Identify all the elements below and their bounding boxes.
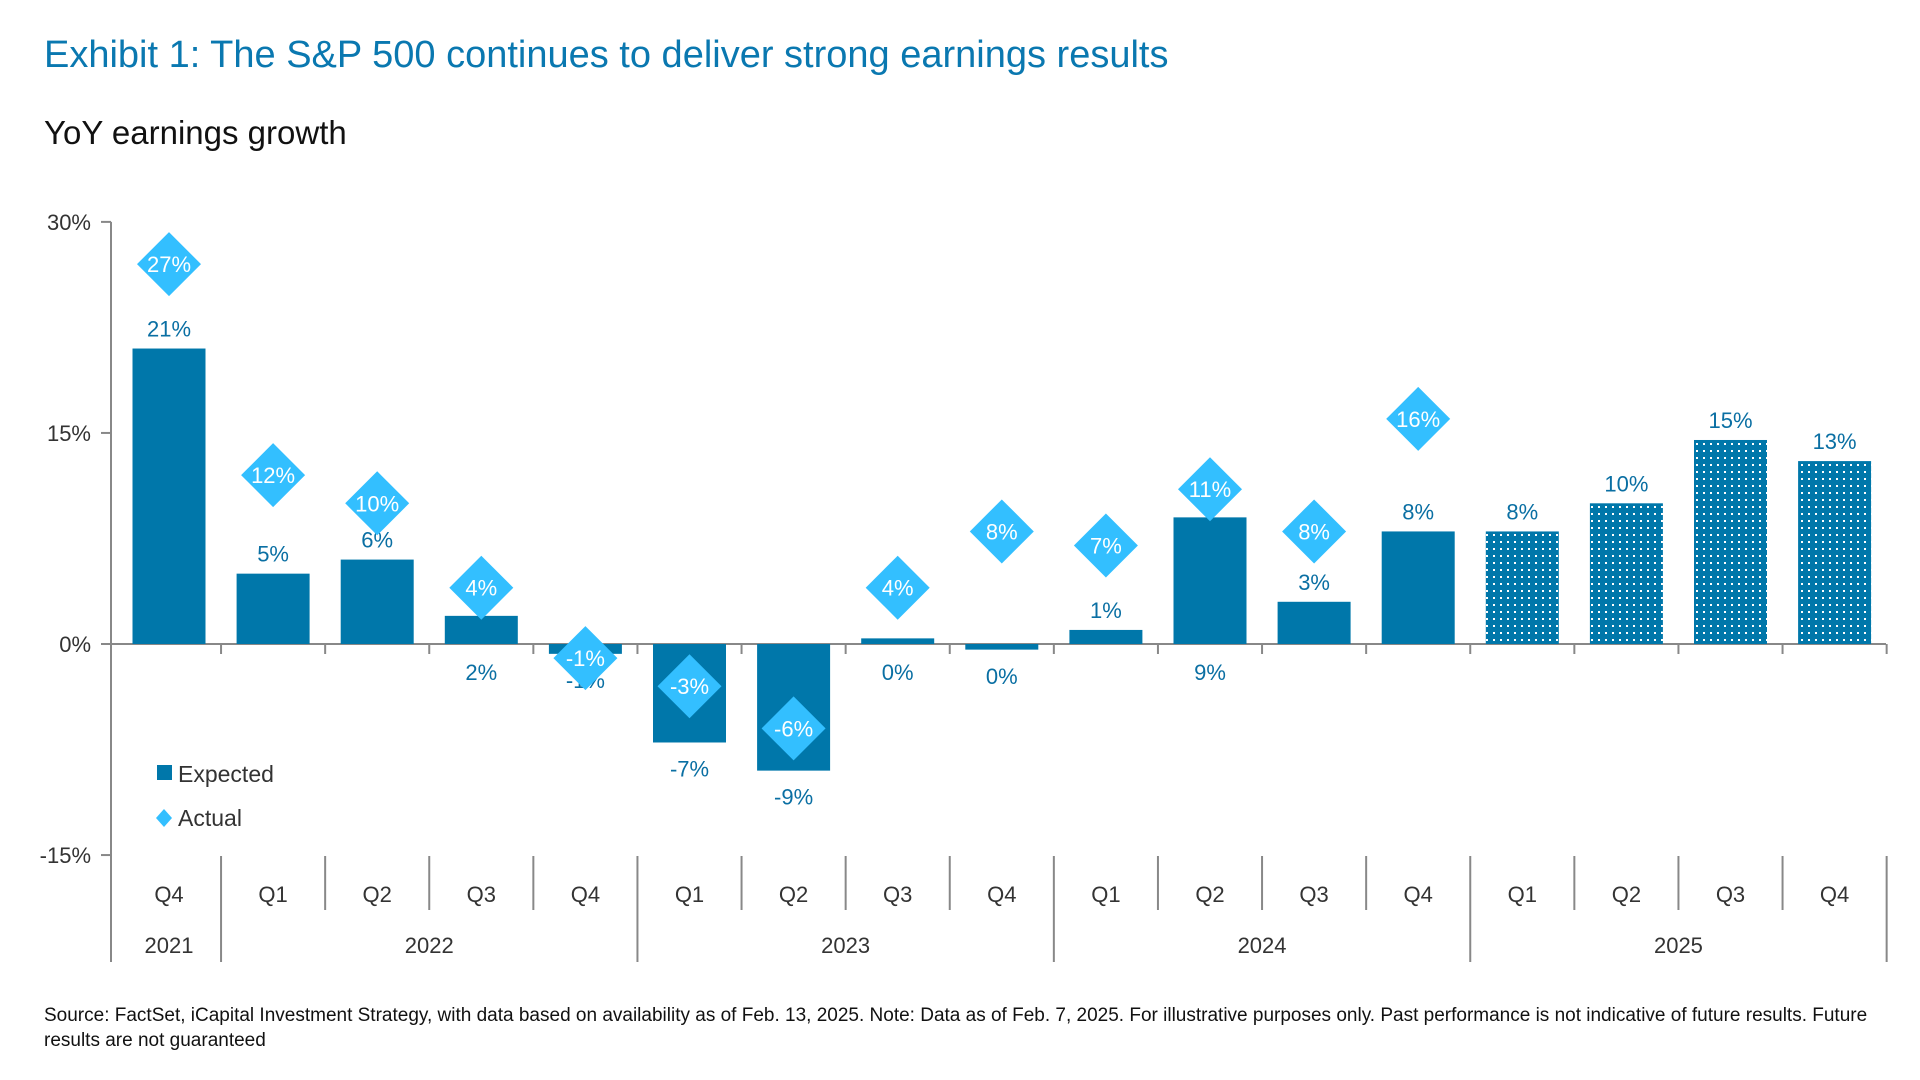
actual-diamond bbox=[1073, 513, 1138, 578]
source-note: Source: FactSet, iCapital Investment Str… bbox=[44, 1005, 1868, 1051]
actual-data-label: 16% bbox=[1396, 407, 1440, 432]
quarter-label: Q3 bbox=[883, 882, 912, 907]
actual-data-label: -6% bbox=[774, 716, 813, 741]
expected-data-label: 8% bbox=[1506, 499, 1538, 524]
actual-diamond bbox=[1386, 386, 1451, 451]
expected-bar bbox=[1381, 531, 1455, 644]
expected-bar bbox=[861, 638, 935, 644]
actual-diamond bbox=[1282, 499, 1347, 564]
legend-actual-label: Actual bbox=[178, 805, 242, 831]
quarter-label: Q3 bbox=[1716, 882, 1745, 907]
quarter-label: Q3 bbox=[467, 882, 496, 907]
chart-subtitle: YoY earnings growth bbox=[44, 114, 347, 151]
actual-diamond bbox=[449, 555, 514, 620]
quarter-label: Q4 bbox=[987, 882, 1016, 907]
quarter-label: Q2 bbox=[779, 882, 808, 907]
expected-bar bbox=[340, 559, 414, 644]
year-label: 2025 bbox=[1654, 933, 1703, 958]
expected-data-label: 1% bbox=[1090, 598, 1122, 623]
actual-data-label: 8% bbox=[986, 519, 1018, 544]
expected-bar bbox=[444, 615, 518, 644]
expected-bar bbox=[1798, 461, 1872, 644]
actual-diamond bbox=[969, 499, 1034, 564]
quarter-label: Q4 bbox=[154, 882, 183, 907]
expected-data-label: 21% bbox=[147, 317, 191, 342]
actual-data-label: 4% bbox=[882, 576, 914, 601]
quarter-label: Q2 bbox=[363, 882, 392, 907]
year-label: 2021 bbox=[145, 933, 194, 958]
year-label: 2023 bbox=[821, 933, 870, 958]
expected-data-label: 3% bbox=[1298, 570, 1330, 595]
legend-expected-label: Expected bbox=[178, 761, 274, 787]
expected-data-label: 0% bbox=[882, 660, 914, 685]
expected-data-label: 5% bbox=[257, 542, 289, 567]
quarter-label: Q1 bbox=[675, 882, 704, 907]
legend-actual-swatch bbox=[156, 809, 172, 827]
actual-data-label: 7% bbox=[1090, 534, 1122, 559]
expected-bar bbox=[132, 348, 206, 644]
actual-data-label: -1% bbox=[566, 646, 605, 671]
expected-data-label: -7% bbox=[670, 756, 709, 781]
expected-bar bbox=[1589, 503, 1663, 644]
expected-bar bbox=[1694, 439, 1767, 644]
actual-data-label: 8% bbox=[1298, 519, 1330, 544]
quarter-label: Q1 bbox=[1508, 882, 1537, 907]
quarter-label: Q1 bbox=[1091, 882, 1120, 907]
actual-data-label: -3% bbox=[670, 674, 709, 699]
expected-data-label: 15% bbox=[1708, 408, 1752, 433]
expected-data-label: -9% bbox=[774, 785, 813, 810]
expected-bar bbox=[1277, 601, 1351, 644]
actual-diamond bbox=[241, 443, 306, 508]
expected-bar bbox=[1173, 517, 1247, 644]
actual-diamond bbox=[1178, 457, 1242, 522]
year-label: 2022 bbox=[405, 933, 454, 958]
expected-bar bbox=[965, 644, 1039, 650]
actual-data-label: 10% bbox=[355, 491, 399, 516]
actual-diamond bbox=[865, 555, 930, 620]
expected-data-label: 8% bbox=[1402, 499, 1434, 524]
y-tick-label: 30% bbox=[47, 210, 91, 235]
expected-bar bbox=[1069, 629, 1143, 644]
quarter-label: Q2 bbox=[1612, 882, 1641, 907]
expected-data-label: 13% bbox=[1813, 429, 1857, 454]
quarter-label: Q2 bbox=[1195, 882, 1224, 907]
actual-diamond bbox=[345, 471, 410, 536]
actual-data-label: 27% bbox=[147, 252, 191, 277]
expected-bar bbox=[1485, 531, 1559, 644]
expected-bar bbox=[236, 573, 310, 644]
quarter-label: Q1 bbox=[258, 882, 287, 907]
y-tick-label: -15% bbox=[40, 843, 91, 868]
earnings-chart: 30%15%0%-15%21%5%6%2%-1%-7%-9%0%0%1%9%3%… bbox=[40, 210, 1888, 962]
expected-data-label: 2% bbox=[465, 660, 497, 685]
chart-title: Exhibit 1: The S&P 500 continues to deli… bbox=[44, 34, 1169, 76]
y-tick-label: 0% bbox=[59, 632, 91, 657]
quarter-label: Q4 bbox=[571, 882, 600, 907]
legend-expected-swatch bbox=[157, 765, 172, 780]
actual-diamond bbox=[657, 654, 722, 719]
expected-data-label: 9% bbox=[1194, 660, 1226, 685]
expected-data-label: 0% bbox=[986, 664, 1018, 689]
y-tick-label: 15% bbox=[47, 421, 91, 446]
actual-data-label: 4% bbox=[465, 576, 497, 601]
actual-diamond bbox=[553, 626, 618, 691]
actual-diamond bbox=[761, 696, 826, 761]
year-label: 2024 bbox=[1238, 933, 1287, 958]
expected-data-label: 10% bbox=[1604, 471, 1648, 496]
actual-data-label: 11% bbox=[1189, 477, 1231, 502]
quarter-label: Q4 bbox=[1820, 882, 1849, 907]
quarter-label: Q4 bbox=[1404, 882, 1433, 907]
quarter-label: Q3 bbox=[1299, 882, 1328, 907]
actual-data-label: 12% bbox=[251, 463, 295, 488]
actual-diamond bbox=[137, 232, 201, 297]
